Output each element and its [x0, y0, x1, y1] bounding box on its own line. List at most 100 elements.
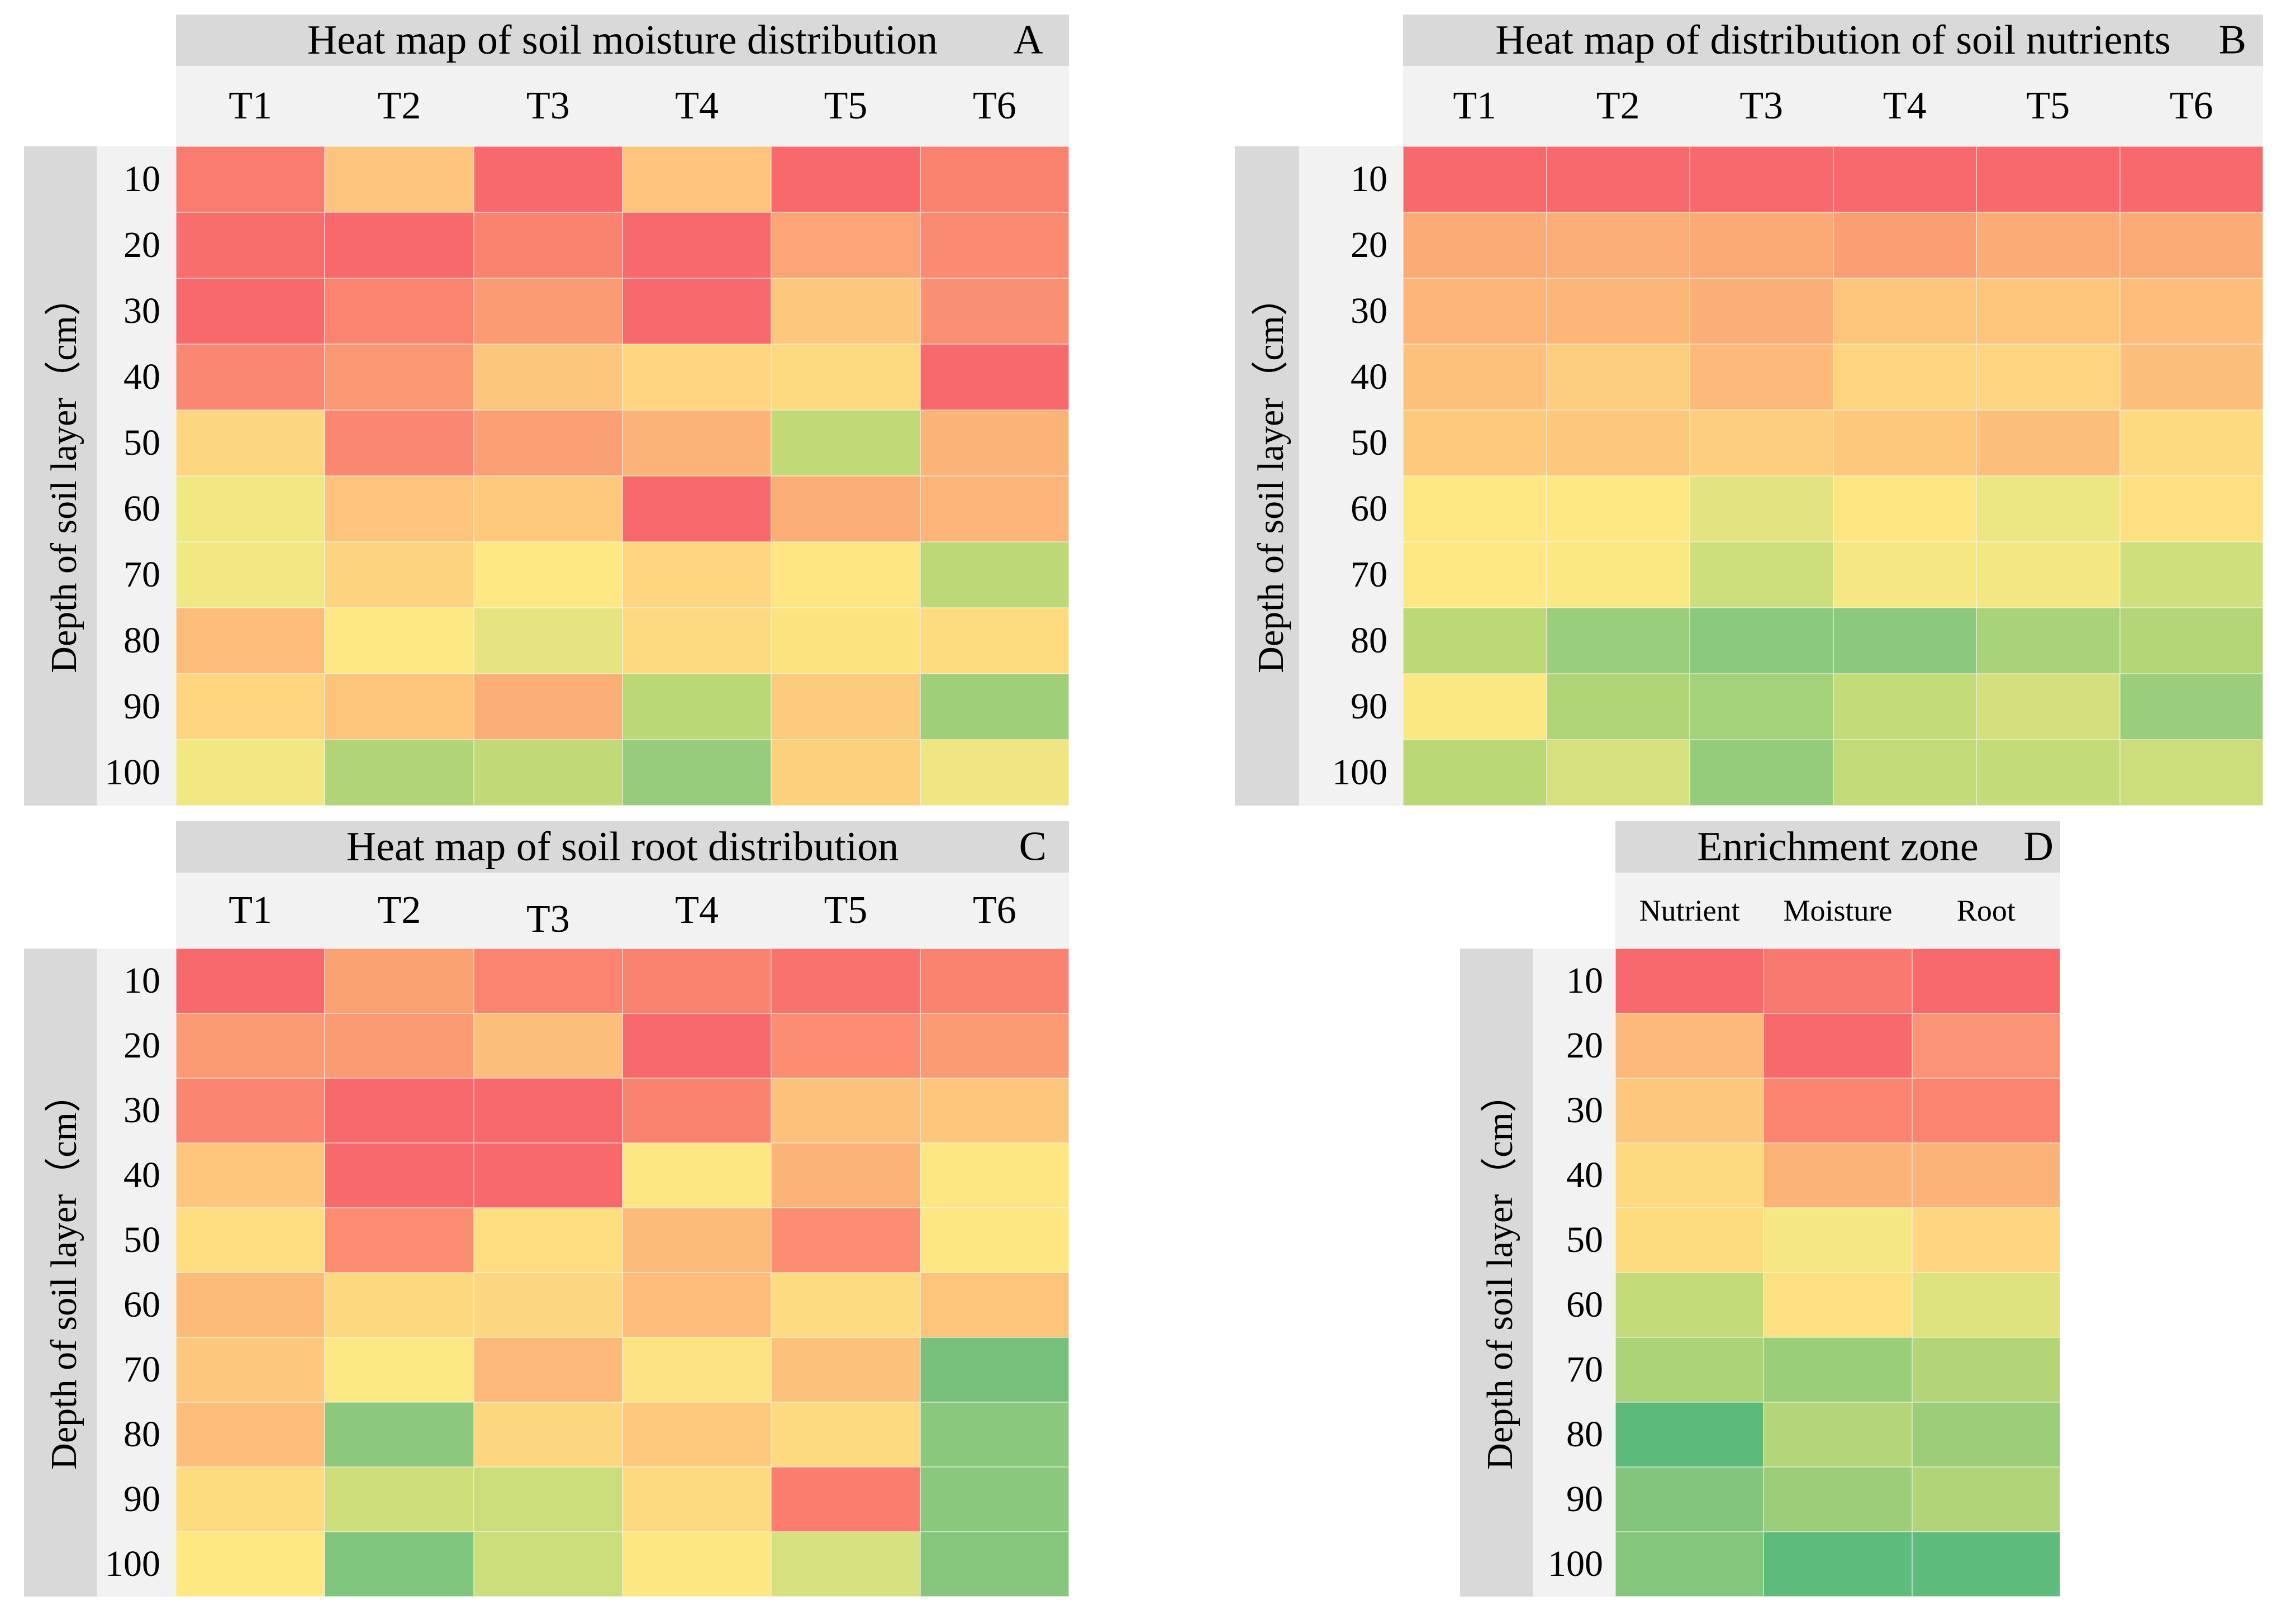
column-label: T2	[377, 889, 421, 932]
row-label: 50	[123, 422, 160, 463]
y-axis-strip: Depth of soil layer（cm）	[1235, 146, 1299, 806]
panel-title: Heat map of soil moisture distribution	[307, 17, 938, 63]
y-axis-label: Depth of soil layer（cm）	[44, 279, 84, 673]
heatmap-cell	[325, 608, 474, 674]
heatmap-cell	[1615, 1078, 1764, 1143]
heatmap-cell	[622, 1013, 772, 1078]
heatmap-cell	[2119, 674, 2263, 740]
row-label: 70	[123, 1349, 160, 1390]
row-labels: 10 20 30 40 50 60 70 80 90 100	[97, 146, 176, 806]
heatmap-cell	[473, 278, 622, 344]
heatmap-cell	[325, 1078, 474, 1143]
column-label: T4	[675, 84, 719, 127]
heatmap-cell	[622, 1337, 772, 1402]
row-label: 50	[123, 1219, 160, 1260]
heatmap-cell	[1546, 542, 1690, 608]
heatmap-cell	[1690, 542, 1833, 608]
row-label: 20	[123, 1025, 160, 1066]
heatmap-cell	[1763, 1013, 1912, 1078]
heatmap-cell	[176, 146, 325, 212]
heatmap-cell	[1763, 1078, 1912, 1143]
column-label: Nutrient	[1639, 894, 1740, 927]
heatmap-cell	[1763, 1467, 1912, 1532]
panel-soil-root: Heat map of soil root distribution C T1 T…	[24, 821, 1069, 1597]
heatmap-cell	[1403, 674, 1547, 740]
heatmap-cell	[176, 674, 325, 740]
heatmap-grid	[176, 146, 1069, 806]
heatmap-cell	[176, 410, 325, 476]
heatmap-cell	[473, 1208, 622, 1273]
heatmap-cell	[1690, 740, 1833, 806]
heatmap-cell	[622, 278, 772, 344]
heatmap-cell	[1833, 674, 1976, 740]
heatmap-cell	[176, 1532, 325, 1597]
heatmap-cell	[1546, 674, 1690, 740]
heatmap-cell	[771, 476, 920, 542]
heatmap-cell	[1403, 740, 1547, 806]
heatmap-cell	[771, 1402, 920, 1467]
heatmap-cell	[176, 1402, 325, 1467]
y-axis-label: Depth of soil layer（cm）	[44, 1075, 84, 1470]
row-label: 80	[1566, 1414, 1603, 1455]
heatmap-cell	[325, 146, 474, 212]
heatmap-cell	[622, 608, 772, 674]
heatmap-cell	[771, 146, 920, 212]
heatmap-cell	[325, 674, 474, 740]
heatmap-cell	[1976, 146, 2120, 212]
panel-letter: C	[1019, 823, 1047, 870]
row-label: 80	[123, 620, 160, 661]
heatmap-cell	[920, 1013, 1069, 1078]
column-headers: T1 T2 T3 T4 T5 T6	[176, 873, 1069, 949]
row-label: 30	[123, 1090, 160, 1131]
heatmap-cell	[622, 410, 772, 476]
heatmap-cell	[622, 146, 772, 212]
heatmap-cell	[1763, 1208, 1912, 1273]
heatmap-cell	[1690, 344, 1833, 410]
heatmap-cell	[2119, 212, 2263, 278]
heatmap-cell	[771, 740, 920, 806]
heatmap-cell	[1833, 476, 1976, 542]
heatmap-cell	[1976, 542, 2120, 608]
y-axis-strip: Depth of soil layer（cm）	[24, 949, 97, 1597]
heatmap-cell	[771, 278, 920, 344]
heatmap-cell	[2119, 740, 2263, 806]
panel-letter: B	[2218, 17, 2246, 63]
heatmap-cell	[176, 1273, 325, 1337]
y-axis-label: Depth of soil layer（cm）	[1250, 279, 1291, 673]
heatmap-cell	[622, 212, 772, 278]
heatmap-cell	[1690, 146, 1833, 212]
column-label: T5	[824, 84, 868, 127]
heatmap-cell	[325, 1208, 474, 1273]
heatmap-cell	[325, 344, 474, 410]
heatmap-cell	[771, 1208, 920, 1273]
heatmap-cell	[920, 212, 1069, 278]
heatmap-cell	[2119, 278, 2263, 344]
heatmap-cell	[2119, 542, 2263, 608]
row-label: 70	[1566, 1349, 1603, 1390]
panel-soil-moisture: Heat map of soil moisture distribution A…	[24, 15, 1069, 806]
heatmap-cell	[771, 608, 920, 674]
heatmap-cell	[176, 740, 325, 806]
column-headers: T1 T2 T3 T4 T5 T6	[1403, 66, 2263, 146]
heatmap-cell	[771, 410, 920, 476]
heatmap-cell	[176, 344, 325, 410]
row-label: 20	[123, 225, 160, 265]
row-label: 100	[105, 752, 160, 793]
heatmap-cell	[1763, 1532, 1912, 1597]
heatmap-cell	[473, 608, 622, 674]
heatmap-cell	[920, 674, 1069, 740]
heatmap-cell	[1912, 949, 2060, 1013]
heatmap-cell	[325, 1532, 474, 1597]
heatmap-cell	[1976, 344, 2120, 410]
heatmap-cell	[473, 1273, 622, 1337]
heatmap-cell	[1833, 278, 1976, 344]
heatmap-cell	[2119, 476, 2263, 542]
heatmap-cell	[176, 476, 325, 542]
heatmap-cell	[1615, 1143, 1764, 1208]
row-label: 30	[1351, 290, 1387, 331]
heatmap-cell	[325, 476, 474, 542]
heatmap-cell	[920, 1078, 1069, 1143]
heatmap-cell	[920, 1273, 1069, 1337]
heatmap-cell	[771, 1532, 920, 1597]
column-label: Moisture	[1783, 894, 1893, 927]
